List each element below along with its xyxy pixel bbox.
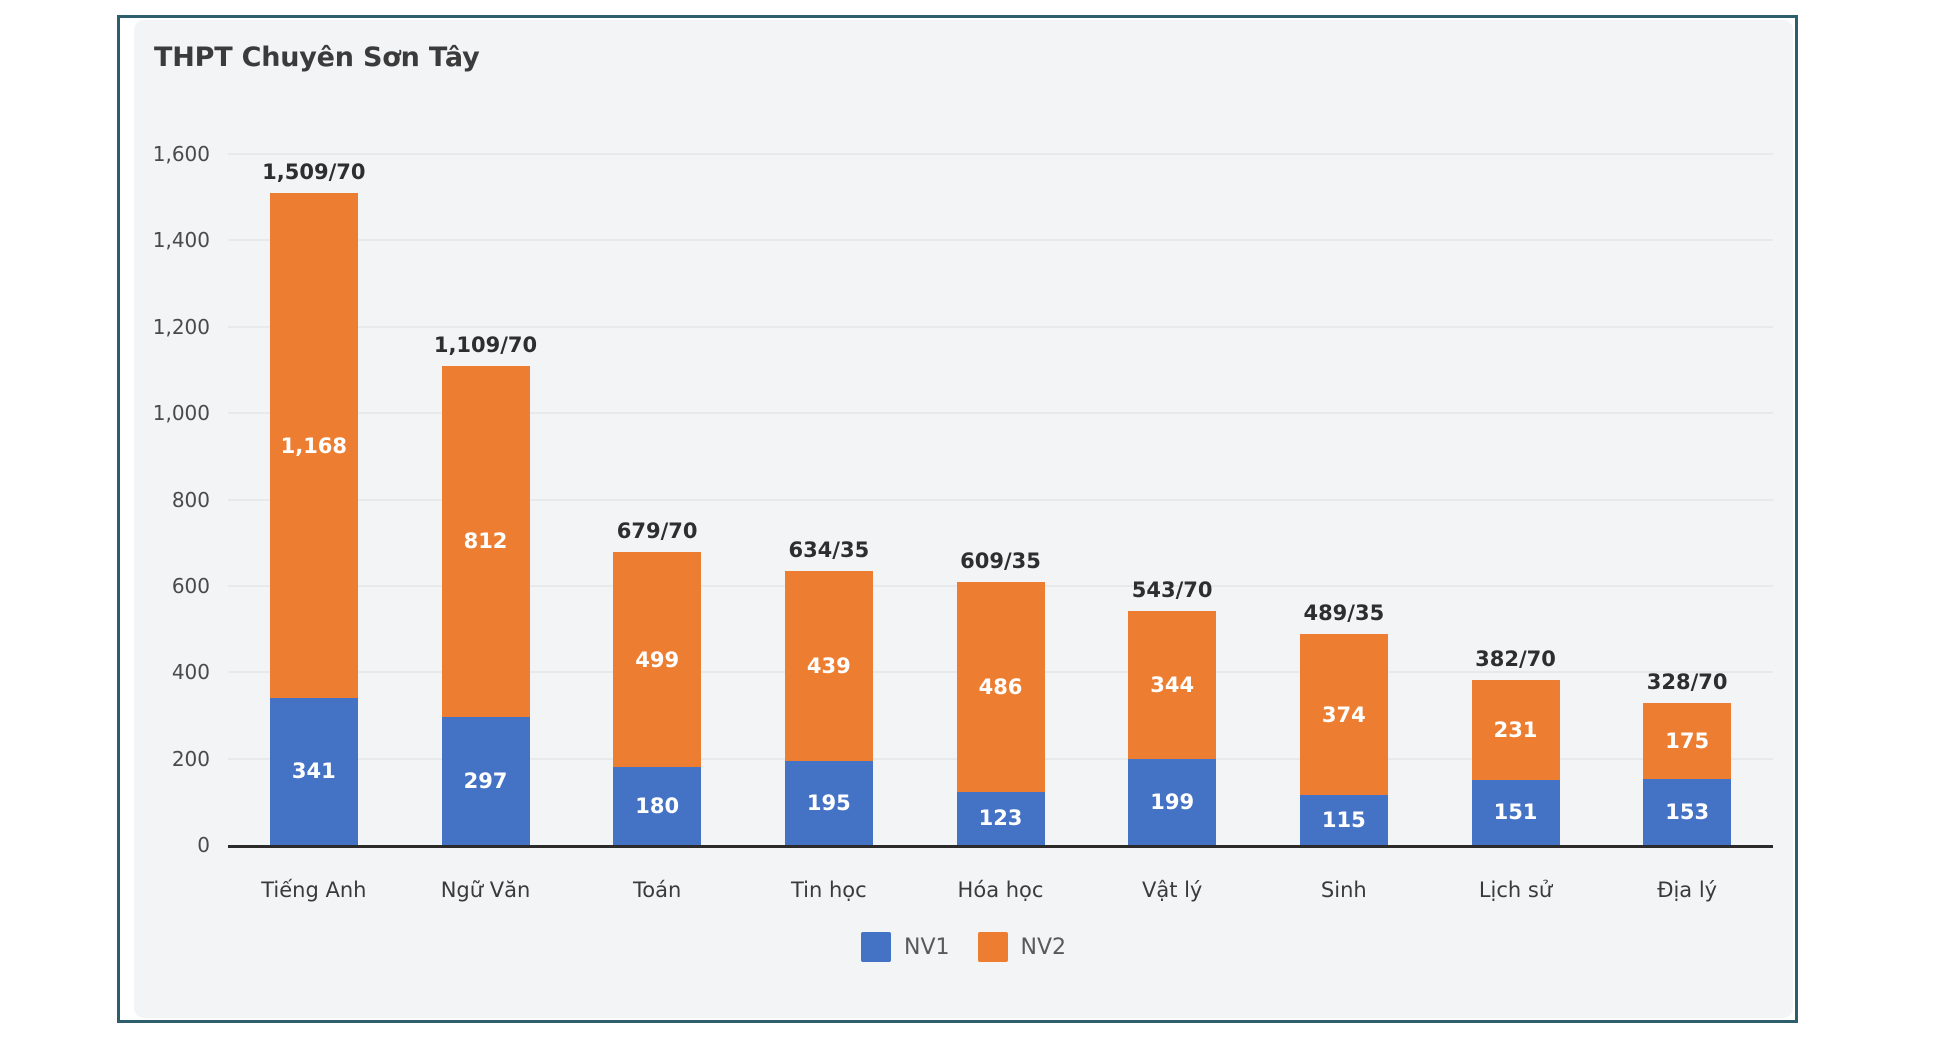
x-axis-label: Vật lý: [1141, 878, 1203, 902]
gridline: [228, 325, 1773, 328]
y-axis: 0 200 400 600 800 1,000 1,200 1,400 1,600: [134, 142, 214, 857]
chart-frame: THPT Chuyên Sơn Tây 0 200 400 600 800 1,000 1,…: [117, 15, 1798, 1023]
y-axis-label: 1,400: [152, 228, 210, 253]
bar-total-label: 382/70: [1475, 647, 1556, 672]
bar-segment-value: 180: [635, 794, 680, 819]
bar-segment-nv2[interactable]: 499: [613, 551, 702, 768]
bar-total-label: 1,509/70: [262, 160, 366, 185]
gridline: [228, 498, 1773, 501]
bar-segment-value: 297: [463, 768, 508, 793]
y-axis-label: 1,000: [152, 401, 210, 426]
legend-swatch-icon: [977, 932, 1008, 962]
bar-segment-value: 499: [635, 647, 680, 672]
legend-item-nv2[interactable]: NV2: [977, 932, 1067, 962]
bar-segment-value: 439: [806, 654, 851, 678]
bar-segment-nv1[interactable]: 341: [269, 697, 358, 845]
legend-label: NV2: [1020, 934, 1067, 960]
bar-segment-value: 344: [1150, 672, 1195, 697]
bar-segment-nv1[interactable]: 195: [784, 760, 873, 845]
bar-segment-nv1[interactable]: 199: [1128, 759, 1217, 845]
bar-segment-value: 341: [291, 759, 336, 784]
x-axis: Tiếng Anh Ngữ Văn Toán Tin học Hóa học Vật lý…: [228, 878, 1773, 910]
bar-segment-nv1[interactable]: 297: [441, 716, 530, 845]
chart-title: THPT Chuyên Sơn Tây: [154, 42, 480, 73]
bar-segment-value: 812: [463, 529, 508, 554]
y-axis-label: 200: [171, 746, 210, 771]
bar-total-label: 328/70: [1646, 670, 1728, 695]
x-axis-label: Sinh: [1320, 878, 1367, 902]
bar-segment-value: 123: [978, 806, 1023, 831]
gridline: [228, 239, 1773, 242]
x-axis-label: Hóa học: [957, 878, 1044, 902]
bar-total-label: 634/35: [788, 538, 870, 563]
x-axis-label: Tiếng Anh: [261, 878, 367, 902]
x-axis-label: Địa lý: [1657, 878, 1718, 902]
plot-area: 341 1,168 1,509/70 297 812 1,109/70 180 499 679/…: [228, 153, 1773, 848]
bar-segment-nv2[interactable]: 486: [956, 582, 1045, 792]
bar-segment-nv2[interactable]: 231: [1471, 680, 1560, 780]
bar-segment-nv2[interactable]: 812: [441, 366, 530, 717]
x-axis-label: Lịch sử: [1478, 878, 1553, 902]
bar-segment-value: 175: [1665, 729, 1710, 754]
bar-total-label: 679/70: [616, 518, 698, 543]
bar-segment-nv1[interactable]: 153: [1643, 778, 1732, 845]
y-axis-label: 0: [197, 833, 210, 857]
bar-segment-nv2[interactable]: 344: [1128, 610, 1217, 760]
bar-segment-value: 195: [806, 790, 851, 815]
bar-segment-value: 153: [1665, 799, 1710, 824]
chart-card: THPT Chuyên Sơn Tây 0 200 400 600 800 1,000 1,…: [134, 20, 1793, 1018]
legend-item-nv1[interactable]: NV1: [860, 932, 950, 962]
bar-segment-value: 199: [1150, 790, 1195, 815]
bar-segment-nv1[interactable]: 180: [613, 767, 702, 845]
x-axis-label: Ngữ Văn: [440, 878, 531, 902]
bar-segment-value: 486: [978, 674, 1023, 699]
bar-total-label: 1,109/70: [433, 333, 538, 358]
gridline: [228, 412, 1773, 415]
bar-segment-value: 374: [1321, 702, 1366, 727]
gridline: [228, 153, 1773, 155]
bar-segment-nv2[interactable]: 175: [1643, 703, 1732, 779]
bar-segment-nv1[interactable]: 123: [956, 791, 1045, 845]
y-axis-label: 1,200: [152, 314, 210, 339]
y-axis-label: 400: [171, 660, 210, 685]
bar-total-label: 543/70: [1131, 577, 1213, 602]
bar-total-label: 489/35: [1303, 600, 1385, 625]
bar-segment-nv1[interactable]: 115: [1299, 795, 1388, 845]
y-axis-label: 800: [171, 487, 210, 512]
x-axis-label: Toán: [633, 878, 682, 902]
bar-segment-value: 231: [1493, 717, 1538, 742]
y-axis-label: 600: [171, 573, 210, 598]
bar-segment-nv2[interactable]: 1,168: [269, 193, 358, 698]
legend: NV1 NV2: [134, 932, 1793, 962]
x-axis-label: Tin học: [790, 878, 867, 902]
bar-segment-value: 115: [1321, 808, 1366, 833]
bar-segment-value: 1,168: [280, 433, 348, 458]
bar-segment-value: 151: [1493, 800, 1538, 825]
bar-segment-nv2[interactable]: 439: [784, 571, 873, 761]
y-axis-label: 1,600: [152, 142, 210, 166]
bar-segment-nv1[interactable]: 151: [1471, 779, 1560, 845]
bar-total-label: 609/35: [960, 549, 1041, 573]
legend-label: NV1: [903, 934, 950, 960]
legend-swatch-icon: [860, 932, 891, 962]
bar-segment-nv2[interactable]: 374: [1299, 633, 1388, 796]
